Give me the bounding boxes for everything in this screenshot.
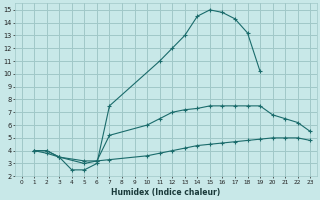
X-axis label: Humidex (Indice chaleur): Humidex (Indice chaleur)	[111, 188, 220, 197]
